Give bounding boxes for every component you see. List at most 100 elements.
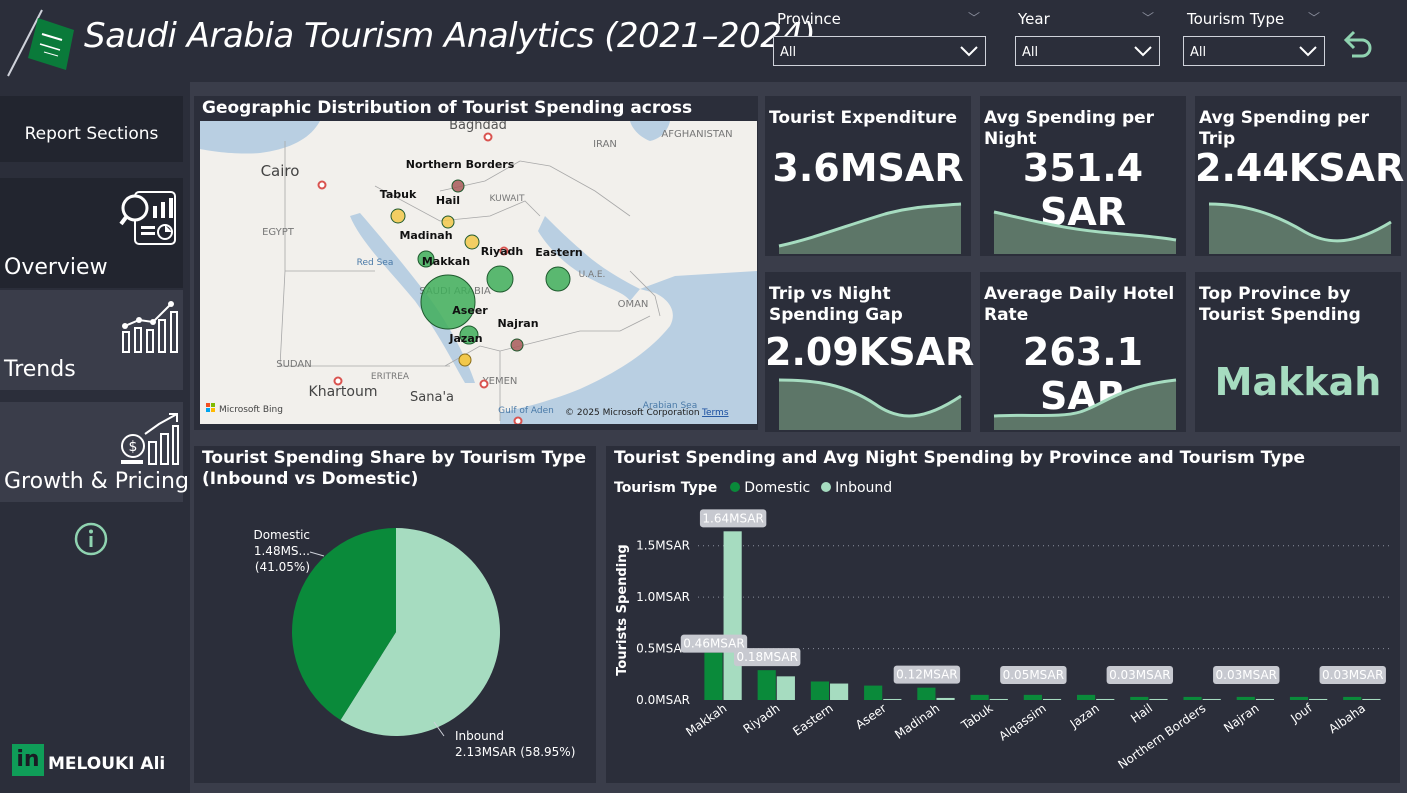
map-terms-link[interactable]: Terms: [701, 408, 729, 418]
bar-inbound-makkah[interactable]: [723, 531, 742, 700]
bar-y-axis-title: Tourists Spending: [615, 544, 630, 675]
bar-inbound-jouf[interactable]: [1309, 698, 1328, 700]
tourism-type-filter-value: All: [1190, 45, 1207, 60]
bar-title: Tourist Spending and Avg Night Spending …: [614, 448, 1306, 468]
reset-filters-icon[interactable]: [1340, 28, 1374, 62]
bar-inbound-jazan[interactable]: [1096, 698, 1115, 700]
bar-data-label: 0.05MSAR: [1000, 666, 1067, 684]
kpi-card-avg-spending-trip[interactable]: Avg Spending per Trip 2.44KSAR: [1195, 96, 1404, 256]
kpi-card-avg-daily-hotel-rate[interactable]: Average Daily Hotel Rate 263.1 SAR: [980, 272, 1186, 432]
kpi-title: Avg Spending per Night: [984, 108, 1155, 149]
bar-x-tick-label: Hail: [1128, 701, 1155, 726]
bar-inbound-alqassim[interactable]: [1042, 698, 1062, 700]
map-bubble-najran[interactable]: [510, 338, 524, 352]
bar-inbound-albaha[interactable]: [1362, 698, 1381, 700]
bar-domestic-eastern[interactable]: [810, 681, 830, 700]
bar-domestic-jazan[interactable]: [1077, 694, 1096, 700]
bar-inbound-madinah[interactable]: [936, 697, 955, 700]
kpi-title: Avg Spending per Trip: [1199, 108, 1370, 149]
map-province-label: Hail: [436, 194, 460, 207]
pie-slice-domestic[interactable]: [291, 528, 396, 720]
map-bubble-riyadh[interactable]: [486, 265, 514, 293]
report-sections-label: Report Sections: [24, 124, 159, 144]
legend-domestic-swatch: [729, 482, 740, 492]
map-bubble-hail[interactable]: [441, 215, 455, 229]
bar-domestic-aseer[interactable]: [864, 685, 883, 700]
bar-data-label-box: [1213, 666, 1280, 684]
chevron-down-icon: [1299, 46, 1317, 57]
bar-inbound-hail[interactable]: [1149, 698, 1168, 700]
bar-inbound-najran[interactable]: [1255, 698, 1275, 700]
map-bubble-madinah[interactable]: [464, 234, 480, 250]
year-filter-dropdown[interactable]: All: [1015, 36, 1160, 66]
year-filter-value: All: [1022, 45, 1039, 60]
saudi-flag-logo: [7, 9, 74, 77]
tourism-type-filter-label: Tourism Type: [1187, 10, 1285, 28]
bing-attribution: Microsoft Bing: [219, 405, 283, 415]
bar-domestic-jouf[interactable]: [1289, 696, 1309, 700]
year-filter-label: Year: [1018, 10, 1050, 28]
bar-domestic-najran[interactable]: [1236, 696, 1255, 700]
kpi-card-tourist-expenditure[interactable]: Tourist Expenditure 3.6MSAR: [765, 96, 971, 256]
map-place-label: IRAN: [593, 139, 617, 150]
bar-data-label-text: 0.03MSAR: [1216, 668, 1277, 682]
pie-slice-inbound[interactable]: [340, 528, 500, 736]
nav-item-trends[interactable]: Trends: [0, 290, 183, 390]
kpi-card-avg-spending-night[interactable]: Avg Spending per Night 351.4 SAR: [980, 96, 1186, 256]
bar-data-label-text: 0.03MSAR: [1322, 668, 1383, 682]
pie-label-domestic-value: 1.48MS... (41.05%): [253, 544, 310, 574]
map-bubble-eastern[interactable]: [545, 266, 571, 292]
spending-share-pie: [291, 528, 500, 737]
province-filter-dropdown[interactable]: All: [773, 36, 986, 66]
map-bubble-jazan[interactable]: [459, 325, 479, 345]
map-place-label: Red Sea: [357, 258, 394, 268]
map-province-label: Najran: [497, 317, 538, 330]
bar-domestic-tabuk[interactable]: [970, 694, 989, 700]
kpi-value: 2.09KSAR: [765, 330, 975, 374]
map-bubble-extra[interactable]: [458, 353, 472, 367]
bar-inbound-riyadh[interactable]: [776, 676, 795, 700]
nav-item-growth-pricing[interactable]: $ Growth & Pricing: [0, 402, 189, 502]
map-province-label: Makkah: [422, 255, 470, 268]
pie-label-domestic: Domestic 1.48MS... (41.05%): [202, 527, 310, 575]
bar-domestic-alqassim[interactable]: [1023, 694, 1042, 700]
map-bubble-northern-borders[interactable]: [451, 179, 465, 193]
map-bubble-makkah[interactable]: [417, 250, 435, 268]
kpi-card-top-province[interactable]: Top Province by Tourist Spending Makkah: [1195, 272, 1401, 432]
nav-item-overview[interactable]: Overview: [0, 178, 183, 288]
bar-x-tick-label: Aseer: [853, 701, 889, 732]
pie-label-inbound: Inbound 2.13MSAR (58.95%): [455, 728, 575, 760]
kpi-value: Makkah: [1214, 360, 1382, 404]
bar-inbound-tabuk[interactable]: [989, 698, 1008, 700]
map-province-label: Madinah: [399, 229, 452, 242]
city-marker-icon: [483, 132, 493, 142]
kpi-sparkline: [778, 202, 962, 254]
bar-domestic-hail[interactable]: [1130, 696, 1149, 700]
map-place-label: Gulf of Aden: [498, 406, 554, 416]
bar-inbound-eastern[interactable]: [830, 683, 849, 700]
bar-data-label: 1.64MSAR: [699, 509, 767, 528]
chevron-down-icon: [1134, 46, 1152, 57]
province-spending-map[interactable]: Baghdad AFGHANISTAN IRAN KUWAIT Cairo EGYPT Re…: [200, 121, 757, 424]
bar-inbound-aseer[interactable]: [883, 698, 902, 700]
map-place-label: Arabian Sea: [643, 401, 697, 411]
bar-domestic-makkah[interactable]: [704, 652, 723, 700]
legend-inbound-swatch: [820, 482, 831, 492]
bar-domestic-northern-borders[interactable]: [1183, 696, 1202, 700]
map-bubble-aseer[interactable]: [420, 274, 476, 330]
map-bubble-tabuk[interactable]: [390, 208, 406, 224]
info-icon[interactable]: [74, 522, 108, 556]
bar-x-tick-label: Tabuk: [958, 701, 995, 733]
bar-domestic-madinah[interactable]: [917, 687, 936, 700]
bar-y-tick-label: 0.5MSAR: [636, 642, 690, 656]
money-growth-icon: $: [121, 413, 179, 465]
city-marker-icon: [499, 246, 509, 256]
map-copyright: © 2025 Microsoft Corporation: [565, 408, 700, 418]
kpi-card-trip-night-gap[interactable]: Trip vs Night Spending Gap 2.09KSAR: [765, 272, 975, 432]
kpi-sparkline: [778, 378, 962, 430]
tourism-type-filter-dropdown[interactable]: All: [1183, 36, 1325, 66]
bar-y-tick-label: 0.0MSAR: [636, 693, 690, 707]
bar-domestic-albaha[interactable]: [1343, 696, 1362, 700]
bar-inbound-northern-borders[interactable]: [1202, 698, 1221, 700]
bar-domestic-riyadh[interactable]: [757, 670, 776, 700]
